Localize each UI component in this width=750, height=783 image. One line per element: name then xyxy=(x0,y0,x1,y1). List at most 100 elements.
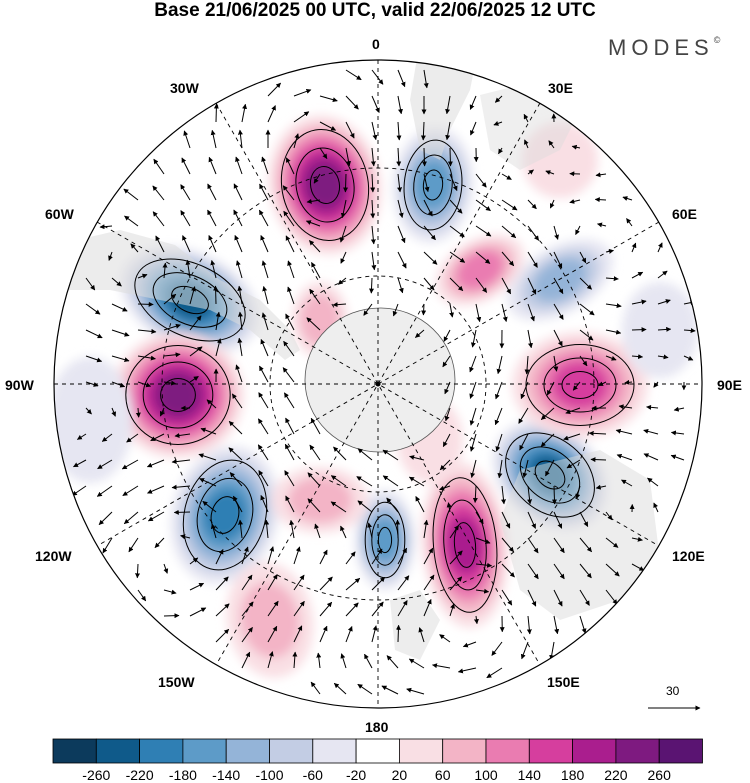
wind-arrow xyxy=(370,173,376,193)
wind-arrow xyxy=(154,537,165,548)
contour-line xyxy=(519,446,581,504)
wind-arrow xyxy=(449,173,458,192)
contour-line xyxy=(534,460,566,490)
contour-line xyxy=(505,432,595,518)
wind-arrow xyxy=(261,260,269,279)
wind-arrow xyxy=(163,613,180,619)
wind-arrow xyxy=(371,69,384,85)
wind-arrow xyxy=(235,364,243,383)
wind-arrow xyxy=(241,601,254,617)
wind-arrow xyxy=(449,303,455,318)
wind-arrow xyxy=(111,407,117,417)
anomaly-contour-fill xyxy=(288,477,352,523)
wind-arrow xyxy=(123,188,139,201)
wind-arrow xyxy=(572,381,581,391)
colorbar-tick-label: 260 xyxy=(648,767,672,783)
wind-arrow xyxy=(337,277,347,285)
wind-arrow xyxy=(657,354,669,360)
contour-line xyxy=(182,459,268,571)
wind-arrow xyxy=(173,509,191,515)
wind-arrow xyxy=(496,355,503,375)
wind-arrow xyxy=(319,625,328,643)
wind-arrow xyxy=(579,355,588,367)
wind-arrow xyxy=(449,576,463,591)
wind-arrow xyxy=(605,589,618,605)
wind-arrow xyxy=(605,303,622,309)
colorbar-swatch xyxy=(182,738,227,764)
wind-arrow xyxy=(546,381,555,396)
wind-arrow xyxy=(287,286,295,305)
wind-arrow xyxy=(475,199,491,212)
wind-arrow xyxy=(594,197,607,203)
wind-arrow xyxy=(189,375,199,383)
wind-arrow xyxy=(408,476,425,487)
contour-line xyxy=(295,147,355,223)
wind-arrow xyxy=(283,392,295,409)
wind-arrow xyxy=(590,457,607,463)
wind-arrow xyxy=(579,303,595,316)
wind-arrow xyxy=(423,547,434,565)
wind-arrow xyxy=(415,496,425,513)
wind-arrow xyxy=(523,113,529,123)
wind-arrow xyxy=(643,428,659,435)
anomaly-contour-fill xyxy=(156,374,200,416)
colorbar-tick-label: 20 xyxy=(392,767,408,783)
wind-arrow xyxy=(185,259,191,279)
wind-arrow xyxy=(267,651,274,669)
colorbar-tick-label: -260 xyxy=(82,767,110,783)
anomaly-contour-fill xyxy=(522,122,598,198)
wind-arrow xyxy=(470,329,477,348)
wind-arrow xyxy=(147,485,165,494)
wind-arrow xyxy=(397,225,406,244)
wind-arrow xyxy=(76,433,87,440)
wind-arrow xyxy=(382,449,399,461)
wind-arrow xyxy=(163,352,181,358)
wind-arrow xyxy=(340,525,347,539)
wind-arrow xyxy=(501,485,506,505)
wind-arrow xyxy=(395,624,401,643)
wind-arrow xyxy=(421,147,427,167)
wind-arrow xyxy=(449,199,463,214)
colorbar-tick-label: 180 xyxy=(561,767,585,783)
wind-arrow xyxy=(357,448,373,461)
wind-arrow xyxy=(137,301,154,307)
wind-arrow xyxy=(501,173,512,180)
wind-arrow xyxy=(97,459,113,470)
wind-arrow xyxy=(267,546,275,565)
wind-arrow xyxy=(285,417,295,435)
wind-arrow xyxy=(449,524,460,539)
wind-arrow xyxy=(357,683,373,695)
wind-arrow xyxy=(189,607,207,617)
wind-arrow xyxy=(631,536,643,542)
lon-label-0: 0 xyxy=(372,36,380,52)
wind-arrow xyxy=(241,574,253,591)
wind-arrow xyxy=(494,407,503,426)
wind-arrow xyxy=(423,598,432,617)
wind-arrow xyxy=(527,225,540,241)
reference-vector-label: 30 xyxy=(666,684,680,698)
wind-arrow xyxy=(420,121,426,141)
wind-arrow xyxy=(540,433,555,447)
wind-arrow xyxy=(397,69,406,88)
wind-arrow xyxy=(423,225,436,241)
wind-arrow xyxy=(371,251,377,271)
wind-arrow xyxy=(137,355,156,361)
contour-line xyxy=(280,129,370,241)
wind-arrow xyxy=(122,485,139,497)
wind-arrow xyxy=(215,603,230,617)
wind-arrow xyxy=(289,519,295,539)
wind-arrow xyxy=(397,251,407,269)
wind-arrow xyxy=(210,260,217,279)
map-boundary xyxy=(53,59,703,709)
wind-arrow xyxy=(605,329,622,335)
wind-arrow xyxy=(130,243,139,253)
wind-arrow xyxy=(309,288,321,305)
wind-arrow xyxy=(475,511,484,525)
wind-arrow xyxy=(264,519,270,539)
wind-arrow xyxy=(526,615,532,635)
wind-arrow xyxy=(293,89,312,97)
wind-arrow xyxy=(553,511,563,529)
wind-arrow xyxy=(310,681,321,695)
antarctica-land xyxy=(304,307,456,453)
wind-arrow xyxy=(306,317,321,331)
